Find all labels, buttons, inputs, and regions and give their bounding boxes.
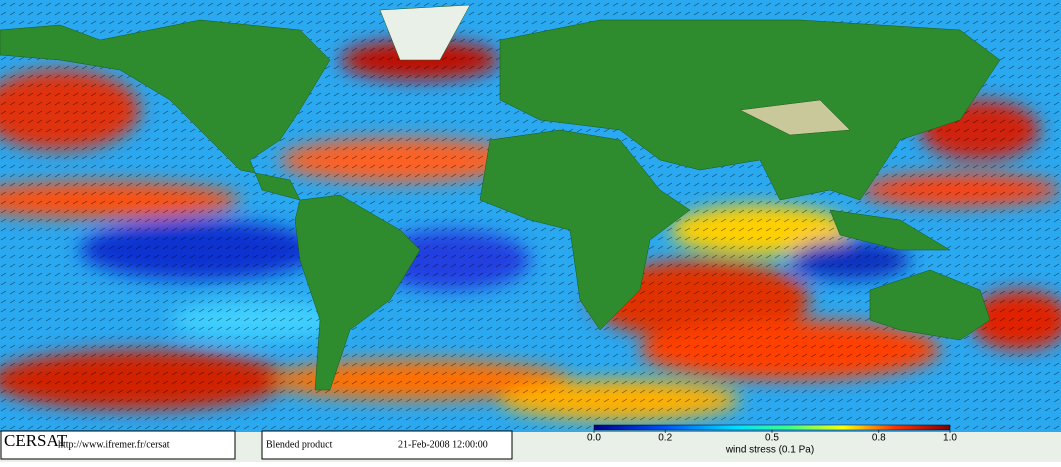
url: http://www.ifremer.fr/cersat <box>58 439 170 450</box>
product-box <box>261 430 513 460</box>
colorbar-tick-label: 0.0 <box>587 433 601 444</box>
brand-box <box>0 430 236 460</box>
colorbar-tick-label: 1.0 <box>943 433 957 444</box>
land <box>0 4 1001 391</box>
colorbar-tick-label: 0.8 <box>872 433 886 444</box>
colorbar-tick-label: 0.2 <box>658 433 672 444</box>
product: Blended product <box>266 439 333 450</box>
brand: CERSAT <box>4 431 68 450</box>
date: 21-Feb-2008 12:00:00 <box>398 439 488 450</box>
colorbar-label: wind stress (0.1 Pa) <box>725 445 814 456</box>
colorbar-tick-label: 0.5 <box>765 433 779 444</box>
colorbar <box>593 424 951 431</box>
